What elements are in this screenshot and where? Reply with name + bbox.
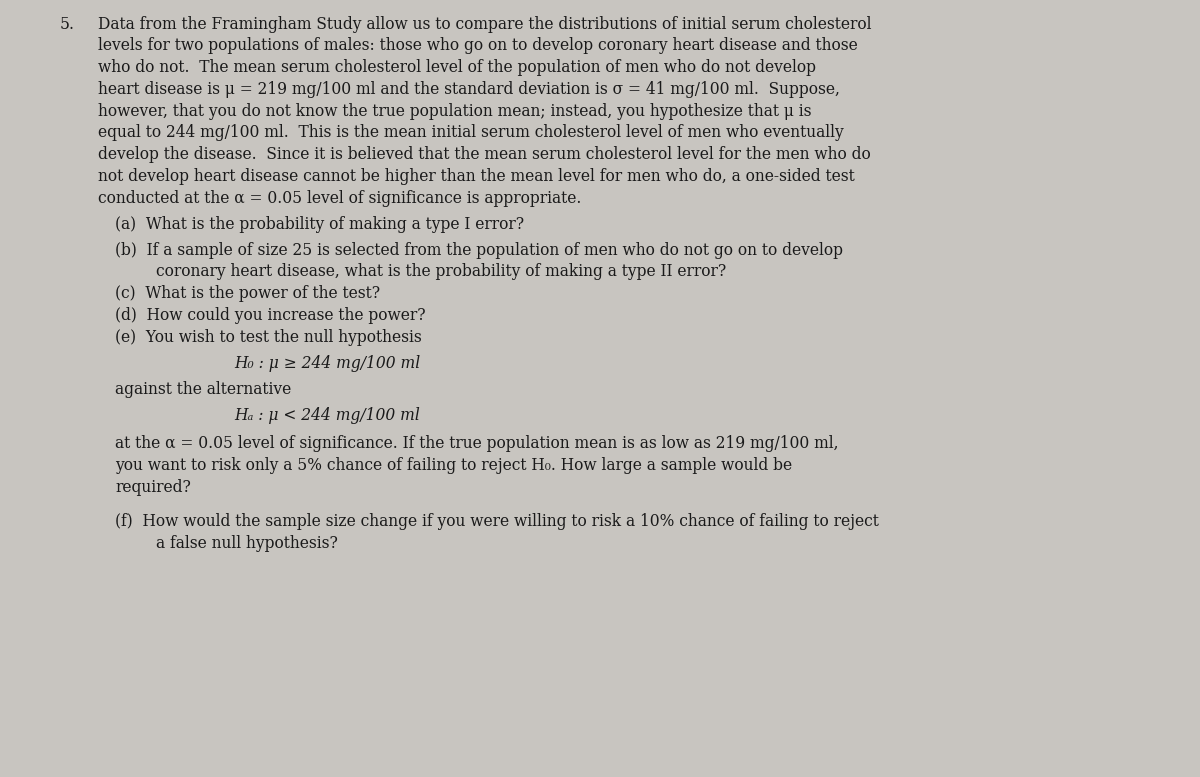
Text: (b)  If a sample of size 25 is selected from the population of men who do not go: (b) If a sample of size 25 is selected f… — [115, 242, 844, 259]
Text: a false null hypothesis?: a false null hypothesis? — [156, 535, 338, 552]
Text: coronary heart disease, what is the probability of making a type II error?: coronary heart disease, what is the prob… — [156, 263, 726, 280]
Text: not develop heart disease cannot be higher than the mean level for men who do, a: not develop heart disease cannot be high… — [98, 168, 856, 185]
Text: levels for two populations of males: those who go on to develop coronary heart d: levels for two populations of males: tho… — [98, 37, 858, 54]
Text: equal to 244 mg/100 ml.  This is the mean initial serum cholesterol level of men: equal to 244 mg/100 ml. This is the mean… — [98, 124, 844, 141]
Text: Hₐ : μ < 244 mg/100 ml: Hₐ : μ < 244 mg/100 ml — [234, 407, 420, 424]
Text: conducted at the α = 0.05 level of significance is appropriate.: conducted at the α = 0.05 level of signi… — [98, 190, 582, 207]
Text: (d)  How could you increase the power?: (d) How could you increase the power? — [115, 307, 426, 324]
Text: 5.: 5. — [60, 16, 74, 33]
Text: however, that you do not know the true population mean; instead, you hypothesize: however, that you do not know the true p… — [98, 103, 812, 120]
Text: H₀ : μ ≥ 244 mg/100 ml: H₀ : μ ≥ 244 mg/100 ml — [234, 355, 420, 372]
Text: (c)  What is the power of the test?: (c) What is the power of the test? — [115, 285, 380, 302]
Text: against the alternative: against the alternative — [115, 381, 292, 398]
Text: (f)  How would the sample size change if you were willing to risk a 10% chance o: (f) How would the sample size change if … — [115, 513, 880, 530]
Text: develop the disease.  Since it is believed that the mean serum cholesterol level: develop the disease. Since it is believe… — [98, 146, 871, 163]
Text: you want to risk only a 5% chance of failing to reject H₀. How large a sample wo: you want to risk only a 5% chance of fai… — [115, 457, 792, 474]
Text: Data from the Framingham Study allow us to compare the distributions of initial : Data from the Framingham Study allow us … — [98, 16, 872, 33]
Text: who do not.  The mean serum cholesterol level of the population of men who do no: who do not. The mean serum cholesterol l… — [98, 59, 816, 76]
Text: heart disease is μ = 219 mg/100 ml and the standard deviation is σ = 41 mg/100 m: heart disease is μ = 219 mg/100 ml and t… — [98, 81, 840, 98]
Text: (e)  You wish to test the null hypothesis: (e) You wish to test the null hypothesis — [115, 329, 422, 346]
Text: required?: required? — [115, 479, 191, 496]
Text: (a)  What is the probability of making a type I error?: (a) What is the probability of making a … — [115, 216, 524, 233]
Text: at the α = 0.05 level of significance. If the true population mean is as low as : at the α = 0.05 level of significance. I… — [115, 435, 839, 452]
